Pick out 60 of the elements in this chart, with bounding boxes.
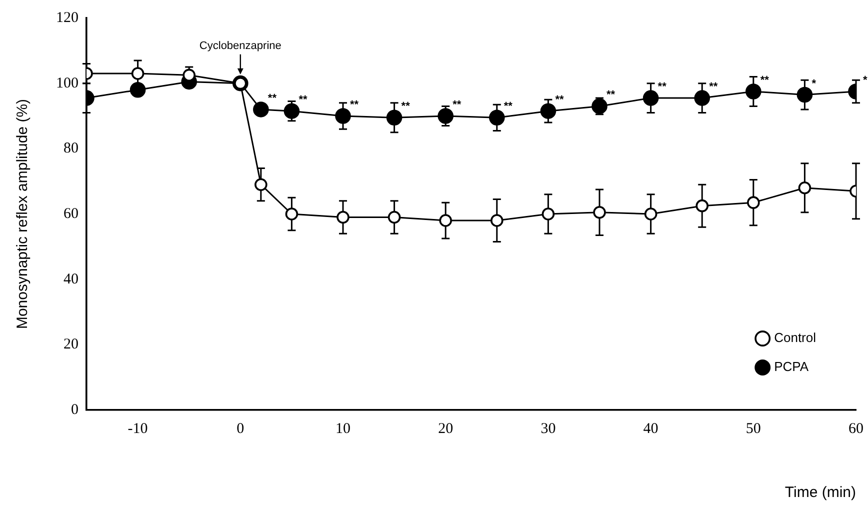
y-axis-title: Monosynaptic reflex amplitude (%) bbox=[14, 98, 32, 330]
annotation: * bbox=[863, 74, 868, 87]
annotation: ** bbox=[452, 99, 462, 112]
legend-label: Control bbox=[774, 330, 816, 346]
point bbox=[592, 98, 608, 114]
point bbox=[747, 196, 760, 209]
y-tick-label: 60 bbox=[64, 206, 78, 222]
point bbox=[284, 103, 300, 119]
point bbox=[642, 90, 659, 106]
y-tick-label: 20 bbox=[64, 336, 78, 353]
point bbox=[796, 86, 813, 103]
point bbox=[540, 103, 556, 119]
x-axis-title: Time (min) bbox=[784, 484, 856, 502]
annotation: ** bbox=[555, 94, 564, 106]
x-tick-label: 30 bbox=[540, 420, 556, 437]
point bbox=[438, 108, 454, 124]
point bbox=[386, 110, 402, 126]
annotation: Cyclobenzaprine bbox=[199, 40, 282, 52]
x-tick-label: 10 bbox=[336, 420, 350, 437]
y-tick-label: 80 bbox=[64, 140, 78, 157]
point bbox=[336, 210, 350, 224]
annotation: ** bbox=[298, 94, 308, 106]
point bbox=[439, 214, 452, 227]
annotation: ** bbox=[350, 99, 360, 112]
point bbox=[746, 84, 762, 100]
annotation: ** bbox=[760, 74, 770, 87]
annotation: * bbox=[812, 78, 817, 90]
y-tick-label: 40 bbox=[64, 271, 78, 288]
x-tick-label: 40 bbox=[643, 420, 658, 437]
x-tick-label: 50 bbox=[746, 420, 761, 437]
x-tick-label: -10 bbox=[128, 420, 148, 437]
annotation: ** bbox=[401, 100, 411, 113]
point bbox=[254, 178, 268, 191]
legend-label: PCPA bbox=[774, 359, 809, 374]
y-tick-label: 100 bbox=[56, 75, 78, 92]
x-tick-label: 20 bbox=[438, 420, 454, 437]
point bbox=[285, 208, 298, 220]
point bbox=[130, 82, 146, 98]
annotation: ** bbox=[606, 89, 616, 102]
point bbox=[490, 214, 504, 227]
point bbox=[542, 208, 555, 220]
point bbox=[253, 102, 269, 118]
x-tick-label: 0 bbox=[236, 420, 244, 437]
point bbox=[131, 67, 144, 80]
annotation: ** bbox=[658, 81, 668, 94]
point bbox=[593, 206, 606, 219]
point bbox=[388, 210, 401, 224]
y-tick-label: 120 bbox=[56, 10, 78, 26]
annotation: ** bbox=[504, 100, 514, 113]
point bbox=[644, 208, 658, 220]
annotation: ** bbox=[709, 81, 718, 94]
x-tick-label: 60 bbox=[848, 420, 864, 437]
annotation: ** bbox=[268, 92, 278, 104]
point bbox=[696, 199, 708, 212]
point bbox=[798, 181, 812, 194]
point bbox=[489, 110, 505, 126]
point bbox=[694, 90, 710, 106]
point bbox=[335, 108, 351, 124]
point bbox=[182, 68, 196, 82]
y-tick-label: 0 bbox=[71, 402, 78, 418]
